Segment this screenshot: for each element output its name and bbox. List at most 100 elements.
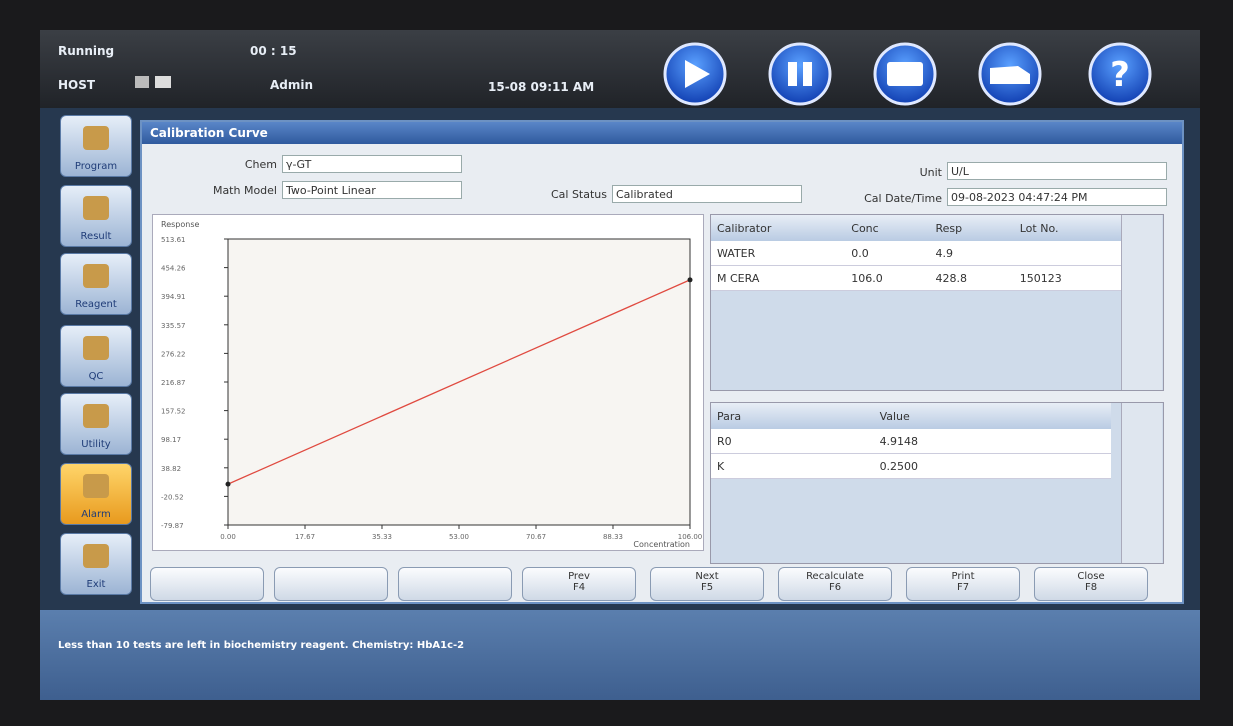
y-tick-label: 157.52 [161,408,186,416]
nav-label: Reagent [75,299,117,310]
y-tick-label: 454.26 [161,265,186,273]
nav-button[interactable]: Utility [60,393,132,455]
date-label: Cal Date/Time [864,192,942,205]
dialog: Calibration Curve Chem γ-GT Math Model T… [140,120,1184,604]
play-button[interactable] [663,42,727,106]
column-header: Lot No. [1013,215,1121,241]
scrollbar[interactable] [1121,403,1162,563]
x-tick-label: 53.00 [449,533,469,541]
action-button[interactable]: Recalculate F6 [778,567,892,601]
action-button[interactable]: Next F5 [650,567,764,601]
x-tick-label: 70.67 [526,533,546,541]
status-bar [40,610,1200,700]
y-tick-label: 513.61 [161,236,186,244]
timer: 00 : 15 [250,44,297,58]
message: Less than 10 tests are left in biochemis… [58,640,465,651]
action-button[interactable]: Print F7 [906,567,1020,601]
button-label: Next [695,571,719,582]
toolbar: ? [663,42,1152,106]
nav-icon [83,126,109,150]
calibration-line [227,279,691,485]
button-key: F6 [828,582,842,593]
param-panel: Para Value R0 4.9148 K 0.2500 [710,402,1164,564]
calibration-point [225,481,231,487]
column-header: Para [711,403,874,429]
nav-button[interactable]: QC [60,325,132,387]
table-cell: 4.9148 [873,429,1111,454]
calibrator-table: Calibrator Conc Resp Lot No. WATER 0.0 4.9 M CE… [711,215,1121,291]
x-axis-label: Concentration [633,540,690,549]
y-axis-label: Response [161,220,200,229]
table-cell: 150123 [1013,265,1121,291]
emergency-button[interactable] [978,42,1042,106]
datetime: 15-08 09:11 AM [488,80,595,94]
button-label: Prev [568,571,590,582]
user: Admin [270,78,314,92]
button-key: F7 [956,582,970,593]
calibrator-panel: Calibrator Conc Resp Lot No. WATER 0.0 4.9 M CE… [710,214,1164,391]
x-tick-label: 35.33 [372,533,392,541]
nav-label: Utility [81,439,111,450]
pause-button[interactable] [768,42,832,106]
nav-button[interactable]: Result [60,185,132,247]
nav-icon [83,474,109,498]
table-cell: M CERA [711,265,846,291]
nav-icon [83,336,109,360]
nav-button[interactable]: Reagent [60,253,132,315]
unit-field: U/L [947,162,1167,180]
calibration-point [687,277,693,283]
param-table: Para Value R0 4.9148 K 0.2500 [711,403,1111,479]
y-tick-label: 98.17 [161,436,181,444]
button-key: F5 [700,582,714,593]
table-row[interactable]: WATER 0.0 4.9 [711,241,1121,266]
x-tick-label: 0.00 [220,533,236,541]
x-tick-label: 106.00 [678,533,703,541]
action-button[interactable]: Close F8 [1034,567,1148,601]
nav-label: Alarm [81,509,111,520]
column-header: Conc [845,215,930,241]
chart: Response Concentration -79.87 -20.52 38.82 98… [152,214,704,551]
x-tick-label: 88.33 [603,533,623,541]
blank-button[interactable] [274,567,388,601]
scrollbar[interactable] [1121,215,1162,390]
header-row: Calibrator Conc Resp Lot No. [711,215,1121,241]
y-tick-label: -20.52 [161,493,184,501]
table-cell: K [711,453,874,479]
stop-button[interactable] [873,42,937,106]
nav-icon [83,544,109,568]
x-tick-label: 17.67 [295,533,315,541]
table-cell: 428.8 [929,265,1014,291]
date-field: 09-08-2023 04:47:24 PM [947,188,1167,206]
table-row[interactable]: K 0.2500 [711,453,1111,479]
action-button[interactable]: Prev F4 [522,567,636,601]
table-cell: R0 [711,429,874,454]
table-row[interactable]: M CERA 106.0 428.8 150123 [711,265,1121,291]
button-label: Recalculate [806,571,864,582]
nav-label: Exit [86,579,106,590]
y-tick-label: 276.22 [161,350,186,358]
nav-icon [83,196,109,220]
y-tick-label: 38.82 [161,465,181,473]
nav-button[interactable]: Program [60,115,132,177]
nav-button[interactable]: Alarm [60,463,132,525]
table-cell: 0.2500 [873,453,1111,479]
button-key: F4 [572,582,586,593]
table-row[interactable]: R0 4.9148 [711,429,1111,454]
blank-button[interactable] [398,567,512,601]
button-key: F8 [1084,582,1098,593]
help-icon: ? [1110,55,1130,95]
y-tick-label: 394.91 [161,293,186,301]
help-button[interactable]: ? [1088,42,1152,106]
status-label: Cal Status [550,188,607,201]
column-header: Calibrator [711,215,846,241]
nav-label: QC [88,371,104,382]
blank-button[interactable] [150,567,264,601]
nav-icon [83,264,109,288]
screen: Running 00 : 15 HOST Admin 15-08 09:11 A… [40,30,1200,700]
unit-label: Unit [919,166,942,179]
nav-label: Program [74,161,118,172]
host: HOST [58,78,96,92]
nav-button[interactable]: Exit [60,533,132,595]
y-tick-label: -79.87 [161,522,184,530]
